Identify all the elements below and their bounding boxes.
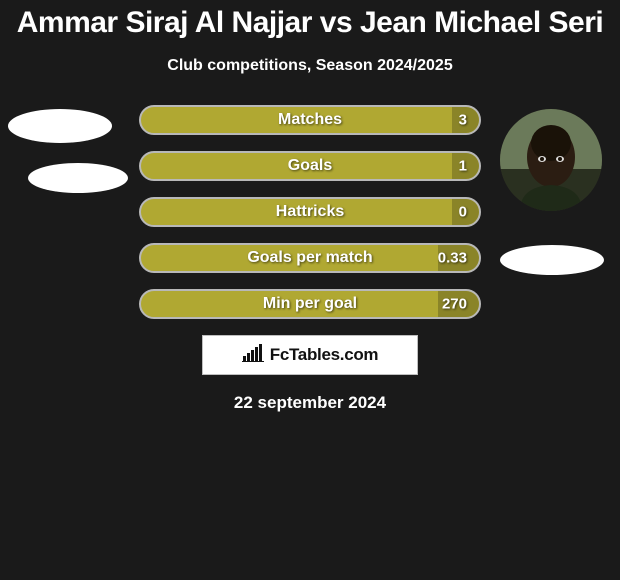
stat-label: Goals (288, 157, 332, 175)
player-right-silhouette-icon (500, 109, 602, 211)
player-left-column (8, 109, 128, 193)
stat-value-right: 0 (459, 204, 467, 221)
player-right-placeholder (500, 245, 604, 275)
player-left-placeholder-1 (8, 109, 112, 143)
stat-value-right: 3 (459, 112, 467, 129)
stat-label: Hattricks (276, 203, 344, 221)
stat-label: Matches (278, 111, 342, 129)
stat-row-min-per-goal: Min per goal 270 (139, 289, 481, 319)
stat-value-right: 1 (459, 158, 467, 175)
stats-list: Matches 3 Goals 1 Hattricks 0 Goals per … (139, 105, 481, 319)
date-label: 22 september 2024 (0, 393, 620, 413)
stat-row-matches: Matches 3 (139, 105, 481, 135)
comparison-card: Ammar Siraj Al Najjar vs Jean Michael Se… (0, 0, 620, 413)
stat-label: Min per goal (263, 295, 357, 313)
stat-row-goals: Goals 1 (139, 151, 481, 181)
bar-chart-icon (242, 344, 264, 367)
subtitle: Club competitions, Season 2024/2025 (0, 57, 620, 75)
page-title: Ammar Siraj Al Najjar vs Jean Michael Se… (0, 6, 620, 39)
player-right-column (500, 109, 604, 275)
brand-logo-text: FcTables.com (270, 345, 379, 365)
brand-logo-box: FcTables.com (202, 335, 418, 375)
player-right-avatar (500, 109, 602, 211)
stat-value-right: 0.33 (438, 250, 467, 267)
stat-value-right: 270 (442, 296, 467, 313)
content-area: Matches 3 Goals 1 Hattricks 0 Goals per … (0, 105, 620, 413)
stat-row-goals-per-match: Goals per match 0.33 (139, 243, 481, 273)
stat-label: Goals per match (247, 249, 372, 267)
player-left-placeholder-2 (28, 163, 128, 193)
stat-row-hattricks: Hattricks 0 (139, 197, 481, 227)
